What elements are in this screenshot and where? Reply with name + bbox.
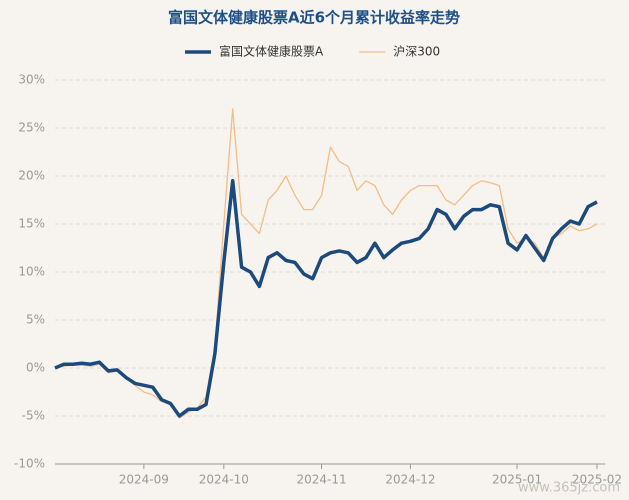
- legend-label: 富国文体健康股票A: [219, 44, 324, 59]
- y-tick-label: -5%: [22, 409, 45, 423]
- x-tick-label: 2025-02: [572, 473, 622, 487]
- chart-title: 富国文体健康股票A近6个月累计收益率走势: [168, 9, 460, 27]
- y-tick-label: -10%: [14, 457, 45, 471]
- series-line: [54, 108, 598, 419]
- y-tick-label: 20%: [18, 169, 45, 183]
- y-tick-label: 30%: [18, 73, 45, 87]
- y-tick-label: 25%: [18, 121, 45, 135]
- x-tick-label: 2024-12: [385, 473, 435, 487]
- y-tick-label: 10%: [18, 265, 45, 279]
- x-tick-label: 2024-10: [199, 473, 249, 487]
- legend-label: 沪深300: [393, 45, 440, 59]
- x-tick-label: 2024-09: [119, 473, 169, 487]
- y-tick-label: 0%: [26, 361, 45, 375]
- y-tick-label: 5%: [26, 313, 45, 327]
- series-line: [54, 179, 598, 418]
- watermark: www.365jz.com: [518, 481, 620, 496]
- x-tick-label: 2024-11: [296, 473, 346, 487]
- y-tick-label: 15%: [18, 217, 45, 231]
- x-tick-label: 2025-01: [492, 473, 542, 487]
